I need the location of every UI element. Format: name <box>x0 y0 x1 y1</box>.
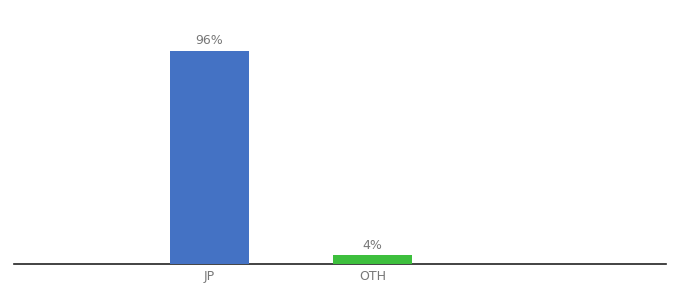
Bar <box>333 255 412 264</box>
Text: 96%: 96% <box>196 34 223 47</box>
Bar <box>170 51 249 264</box>
Text: 4%: 4% <box>362 239 383 252</box>
